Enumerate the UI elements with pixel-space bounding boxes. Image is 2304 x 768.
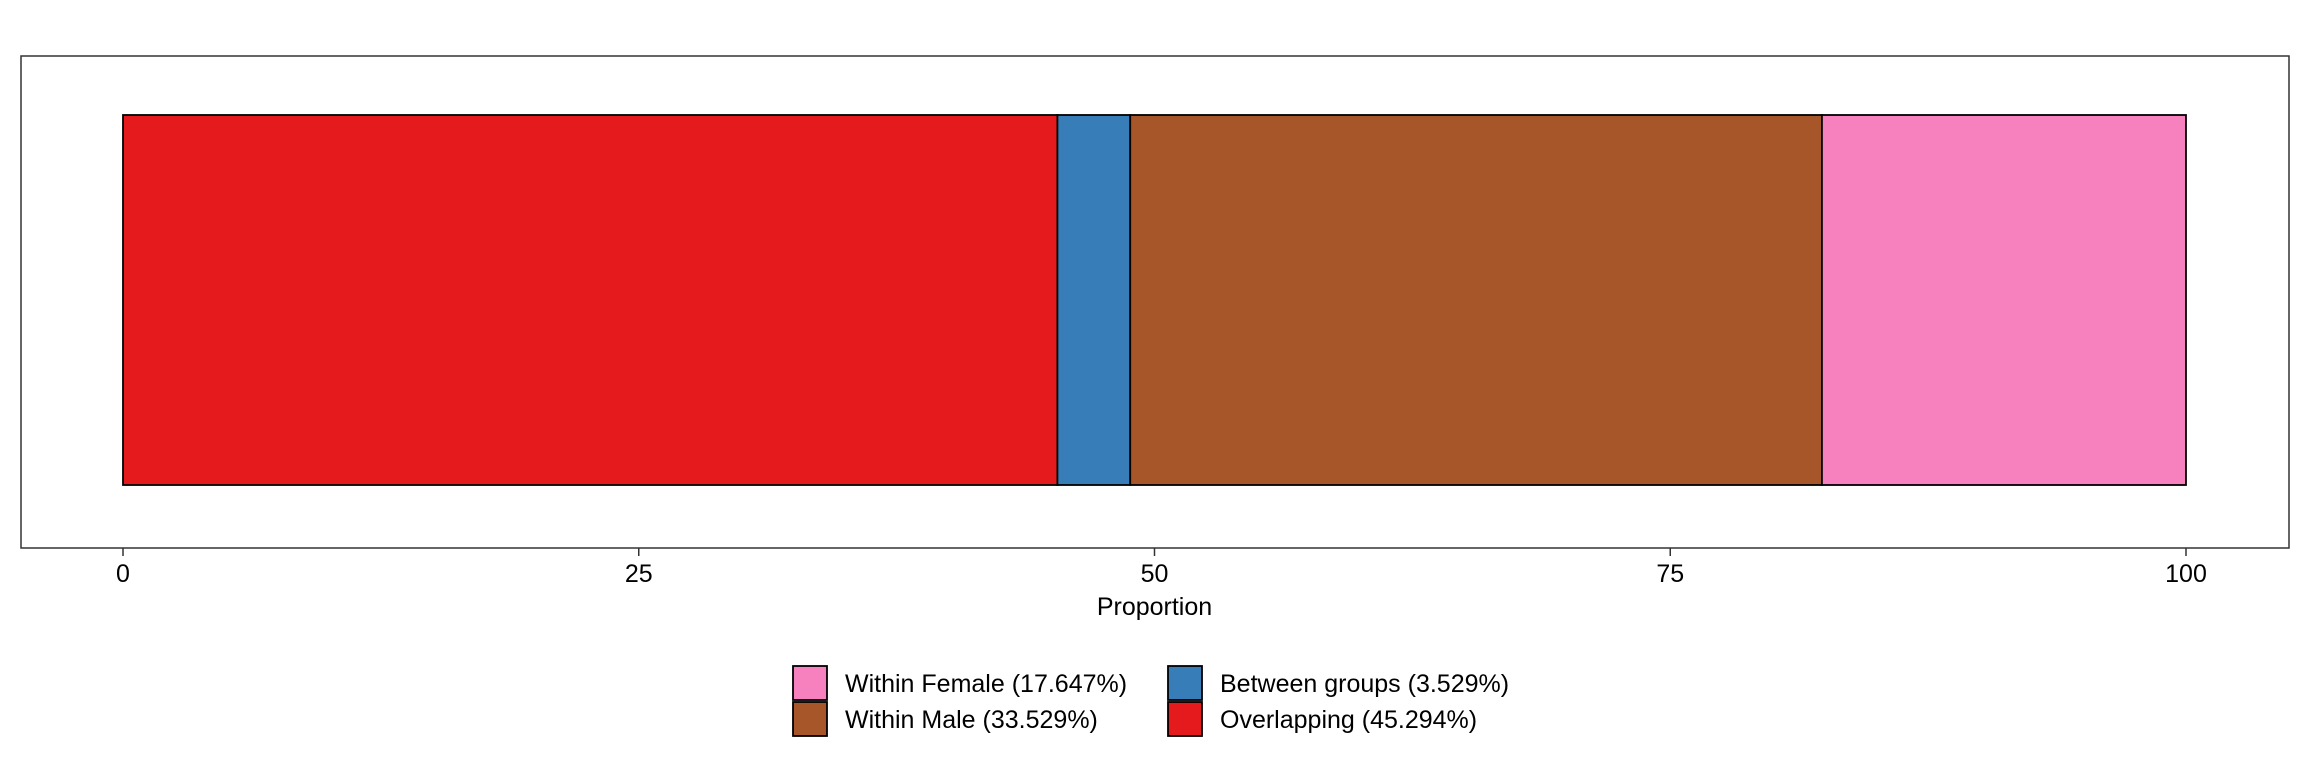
legend: Within Female (17.647%) Between groups (3… — [792, 665, 1509, 737]
legend-key-0 — [792, 665, 828, 701]
legend-key-3 — [1167, 701, 1203, 737]
legend-label-1: Between groups (3.529%) — [1220, 670, 1509, 698]
legend-label-3: Overlapping (45.294%) — [1220, 706, 1477, 734]
legend-key-1 — [1167, 665, 1203, 701]
legend-label-0: Within Female (17.647%) — [845, 670, 1127, 698]
x-tick-label-1: 25 — [625, 560, 653, 588]
x-tick-label-4: 100 — [2165, 560, 2207, 588]
bar-segment-2 — [1129, 114, 1823, 486]
bar-segment-0 — [122, 114, 1059, 486]
bar-segment-1 — [1056, 114, 1132, 486]
bars-layer — [122, 114, 2187, 486]
legend-label-2: Within Male (33.529%) — [845, 706, 1098, 734]
x-axis: 0 25 50 75 100 — [116, 548, 2207, 588]
x-tick-label-3: 75 — [1656, 560, 1684, 588]
legend-key-2 — [792, 701, 828, 737]
bar-segment-3 — [1821, 114, 2187, 486]
x-tick-label-2: 50 — [1141, 560, 1169, 588]
x-tick-label-0: 0 — [116, 560, 130, 588]
x-axis-title: Proportion — [1097, 593, 1212, 621]
